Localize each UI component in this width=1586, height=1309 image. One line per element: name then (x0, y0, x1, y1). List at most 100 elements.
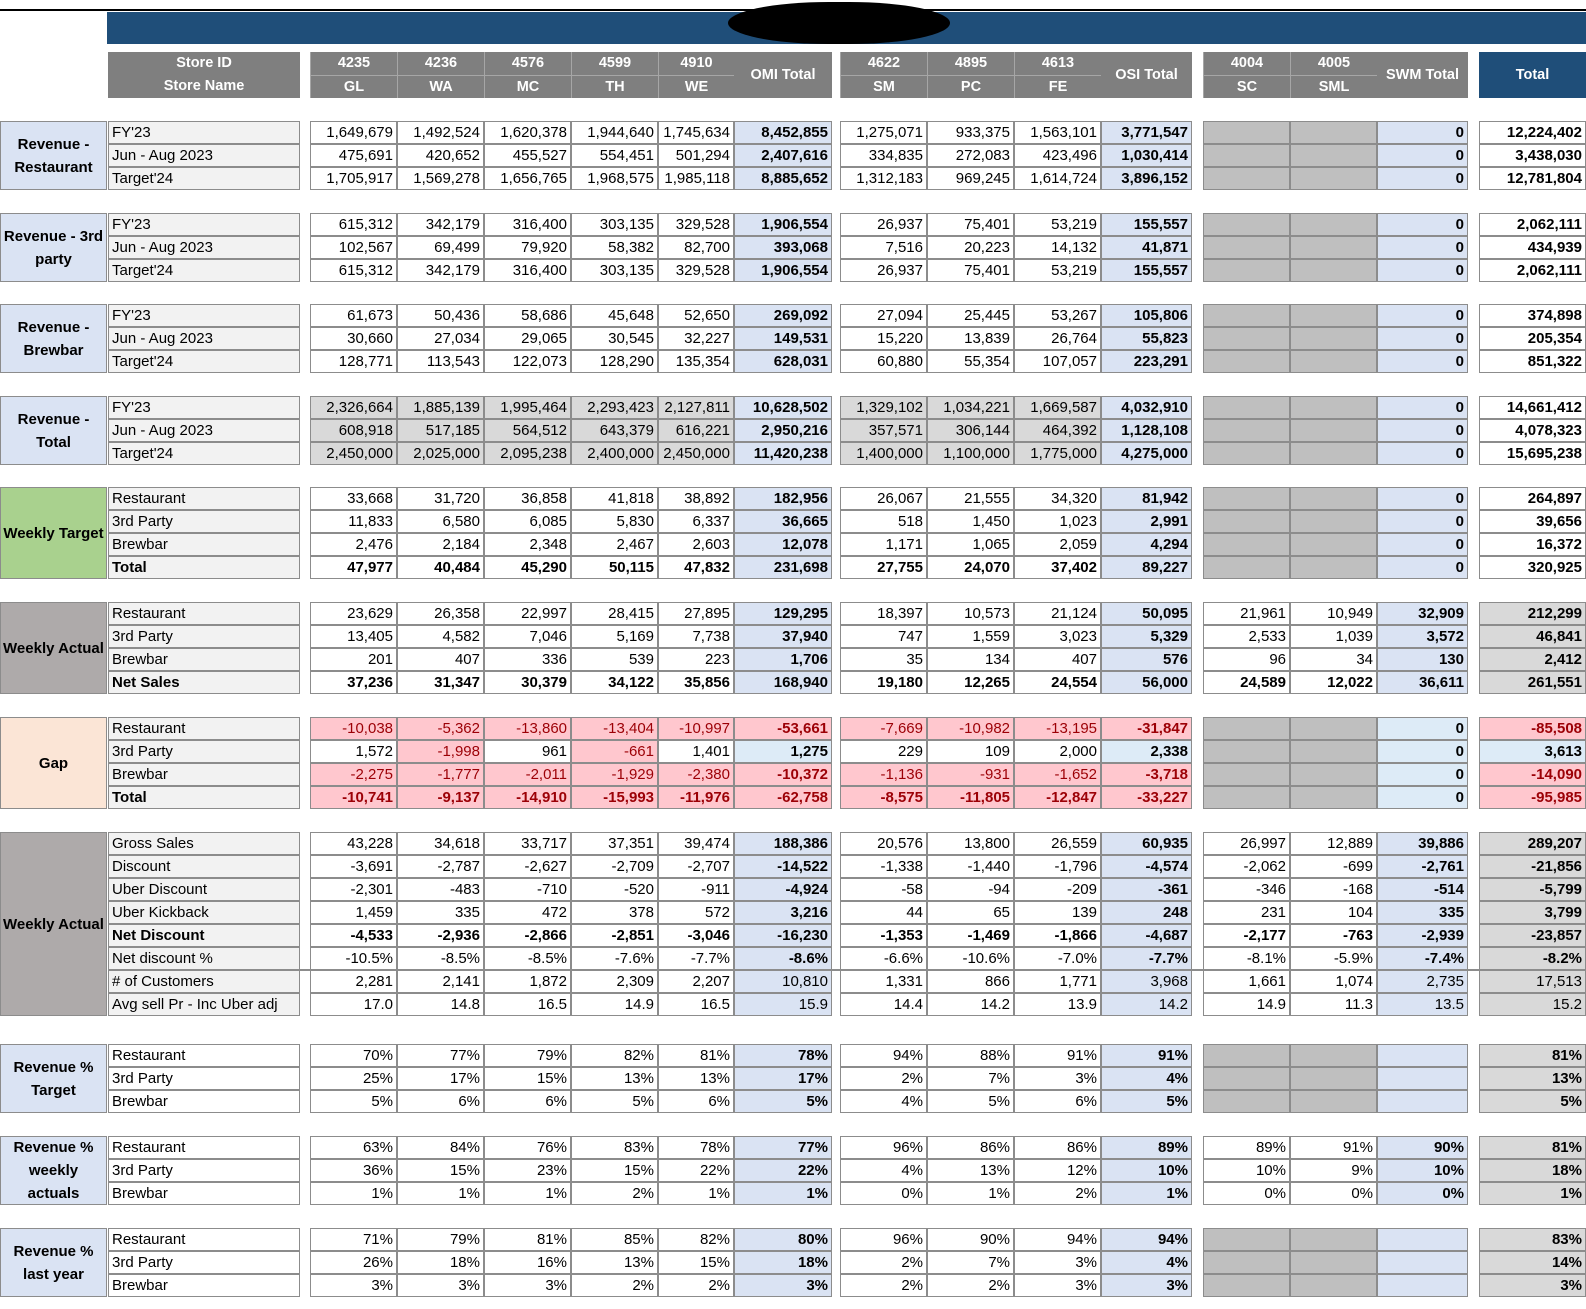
value-cell[interactable]: 554,451 (571, 144, 658, 167)
column-header-store-4895[interactable]: 4895 PC (927, 52, 1014, 98)
value-cell[interactable]: 1,039 (1290, 625, 1377, 648)
value-cell[interactable] (1290, 167, 1377, 190)
value-cell[interactable]: -1,338 (840, 855, 927, 878)
value-cell[interactable]: 39,886 (1377, 832, 1468, 855)
value-cell[interactable]: 14.9 (1203, 993, 1290, 1016)
value-cell[interactable]: 78% (734, 1044, 832, 1067)
value-cell[interactable]: 76% (484, 1136, 571, 1159)
value-cell[interactable]: 1% (1479, 1182, 1586, 1205)
value-cell[interactable]: 26,937 (840, 213, 927, 236)
value-cell[interactable]: 69,499 (397, 236, 484, 259)
value-cell[interactable]: 79,920 (484, 236, 571, 259)
value-cell[interactable]: 2,309 (571, 970, 658, 993)
value-cell[interactable]: -8.5% (397, 947, 484, 970)
value-cell[interactable]: 94% (1014, 1228, 1101, 1251)
value-cell[interactable]: 1,563,101 (1014, 121, 1101, 144)
value-cell[interactable]: -1,469 (927, 924, 1014, 947)
value-cell[interactable]: -10.6% (927, 947, 1014, 970)
value-cell[interactable]: 27,034 (397, 327, 484, 350)
value-cell[interactable]: 18% (734, 1251, 832, 1274)
value-cell[interactable]: -2,707 (658, 855, 734, 878)
value-cell[interactable]: 8,885,652 (734, 167, 832, 190)
value-cell[interactable] (1203, 763, 1290, 786)
value-cell[interactable]: 86% (1014, 1136, 1101, 1159)
value-cell[interactable] (1290, 419, 1377, 442)
value-cell[interactable]: 55,354 (927, 350, 1014, 373)
value-cell[interactable]: 4% (1101, 1067, 1192, 1090)
value-cell[interactable]: 139 (1014, 901, 1101, 924)
value-cell[interactable]: 608,918 (310, 419, 397, 442)
value-cell[interactable]: 0 (1377, 259, 1468, 282)
value-cell[interactable]: 1,401 (658, 740, 734, 763)
value-cell[interactable]: 27,094 (840, 304, 927, 327)
value-cell[interactable]: -7.4% (1377, 947, 1468, 970)
value-cell[interactable]: 16.5 (484, 993, 571, 1016)
value-cell[interactable]: 26,937 (840, 259, 927, 282)
column-header-store-4576[interactable]: 4576 MC (484, 52, 571, 98)
value-cell[interactable]: 24,070 (927, 556, 1014, 579)
value-cell[interactable]: -11,805 (927, 786, 1014, 809)
value-cell[interactable] (1203, 121, 1290, 144)
value-cell[interactable]: 89,227 (1101, 556, 1192, 579)
value-cell[interactable]: 10,573 (927, 602, 1014, 625)
value-cell[interactable]: 0% (1290, 1182, 1377, 1205)
value-cell[interactable]: 2,950,216 (734, 419, 832, 442)
value-cell[interactable]: 378 (571, 901, 658, 924)
value-cell[interactable]: 38,892 (658, 487, 734, 510)
value-cell[interactable]: 518 (840, 510, 927, 533)
value-cell[interactable]: -209 (1014, 878, 1101, 901)
value-cell[interactable] (1290, 487, 1377, 510)
value-cell[interactable] (1290, 396, 1377, 419)
value-cell[interactable]: 135,354 (658, 350, 734, 373)
value-cell[interactable]: 1,074 (1290, 970, 1377, 993)
value-cell[interactable]: 13.9 (1014, 993, 1101, 1016)
value-cell[interactable]: 0% (840, 1182, 927, 1205)
value-cell[interactable]: 231 (1203, 901, 1290, 924)
value-cell[interactable]: 3,896,152 (1101, 167, 1192, 190)
value-cell[interactable]: 3,572 (1377, 625, 1468, 648)
value-cell[interactable]: 35 (840, 648, 927, 671)
value-cell[interactable]: 134 (927, 648, 1014, 671)
value-cell[interactable]: 1,100,000 (927, 442, 1014, 465)
value-cell[interactable]: -12,847 (1014, 786, 1101, 809)
value-cell[interactable]: 82,700 (658, 236, 734, 259)
value-cell[interactable]: 22,997 (484, 602, 571, 625)
value-cell[interactable]: -710 (484, 878, 571, 901)
column-header-store-4005[interactable]: 4005 SML (1290, 52, 1377, 98)
value-cell[interactable] (1377, 1044, 1468, 1067)
value-cell[interactable]: 13% (927, 1159, 1014, 1182)
value-cell[interactable]: -1,353 (840, 924, 927, 947)
value-cell[interactable]: 223,291 (1101, 350, 1192, 373)
value-cell[interactable]: -8.6% (734, 947, 832, 970)
value-cell[interactable]: 289,207 (1479, 832, 1586, 855)
value-cell[interactable]: 55,823 (1101, 327, 1192, 350)
value-cell[interactable]: -13,404 (571, 717, 658, 740)
value-cell[interactable]: 22% (734, 1159, 832, 1182)
value-cell[interactable] (1203, 1067, 1290, 1090)
value-cell[interactable]: 17,513 (1479, 970, 1586, 993)
value-cell[interactable]: 50,436 (397, 304, 484, 327)
value-cell[interactable]: -4,574 (1101, 855, 1192, 878)
value-cell[interactable]: 27,755 (840, 556, 927, 579)
value-cell[interactable]: 50,115 (571, 556, 658, 579)
value-cell[interactable]: 1,614,724 (1014, 167, 1101, 190)
value-cell[interactable] (1203, 786, 1290, 809)
value-cell[interactable] (1203, 717, 1290, 740)
value-cell[interactable]: -1,929 (571, 763, 658, 786)
value-cell[interactable]: 60,880 (840, 350, 927, 373)
value-cell[interactable]: 0 (1377, 144, 1468, 167)
value-cell[interactable]: 94% (840, 1044, 927, 1067)
value-cell[interactable]: 44 (840, 901, 927, 924)
value-cell[interactable]: 303,135 (571, 259, 658, 282)
value-cell[interactable]: 47,832 (658, 556, 734, 579)
value-cell[interactable]: -1,136 (840, 763, 927, 786)
value-cell[interactable]: 969,245 (927, 167, 1014, 190)
value-cell[interactable]: 63% (310, 1136, 397, 1159)
value-cell[interactable]: -7.7% (1101, 947, 1192, 970)
value-cell[interactable]: 37,351 (571, 832, 658, 855)
value-cell[interactable]: 1,459 (310, 901, 397, 924)
value-cell[interactable]: 36,665 (734, 510, 832, 533)
value-cell[interactable]: 464,392 (1014, 419, 1101, 442)
value-cell[interactable]: 39,474 (658, 832, 734, 855)
value-cell[interactable]: 1,906,554 (734, 259, 832, 282)
